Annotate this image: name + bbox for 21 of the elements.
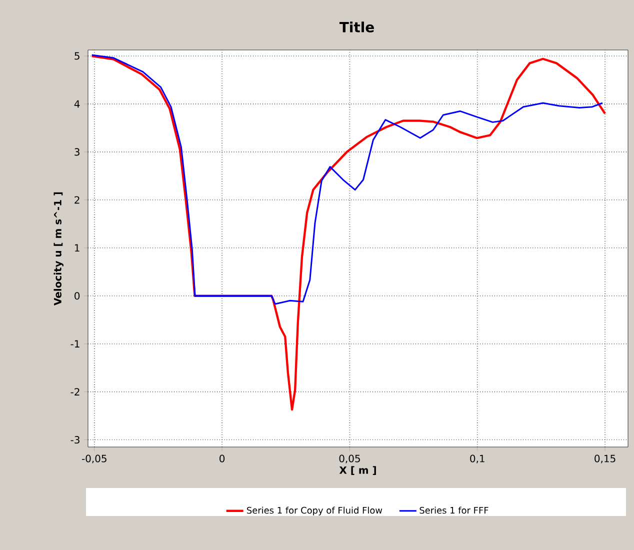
- legend-label: Series 1 for FFF: [420, 506, 488, 514]
- line-series: [90, 54, 606, 411]
- y-tick-label: -2: [70, 388, 80, 396]
- x-tick-label: -0,05: [82, 454, 106, 464]
- legend-label: Series 1 for Copy of Fluid Flow: [247, 506, 382, 516]
- x-axis-title: X [ m ]: [339, 466, 376, 476]
- y-tick-label: 3: [74, 148, 80, 156]
- y-axis-title: Velocity u [ m s^-1 ]: [54, 192, 64, 306]
- y-tick-label: 4: [74, 100, 80, 108]
- y-tick-label: 2: [74, 196, 80, 204]
- y-tick-label: -1: [70, 340, 80, 348]
- y-tick-label: -3: [70, 436, 80, 444]
- line-series: [91, 54, 604, 305]
- x-tick-label: 0,05: [339, 454, 360, 464]
- y-tick-label: 1: [74, 244, 80, 252]
- x-tick-label: 0: [220, 454, 225, 462]
- chart-title: Title: [339, 22, 374, 32]
- y-tick-label: 5: [74, 52, 80, 60]
- y-tick-label: 0: [74, 292, 80, 300]
- x-tick-label: 0,15: [594, 454, 616, 464]
- x-tick-label: 0,1: [470, 454, 484, 464]
